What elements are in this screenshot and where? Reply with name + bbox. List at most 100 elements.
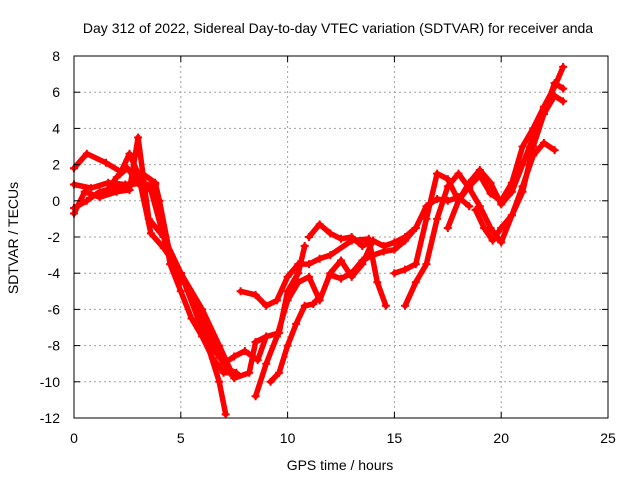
series-line-14 [445, 93, 566, 231]
data-point [102, 158, 111, 167]
data-point [390, 245, 399, 254]
data-point [411, 278, 420, 287]
data-point [497, 238, 506, 247]
data-point [433, 214, 442, 223]
data-point [230, 352, 239, 361]
data-point [475, 202, 484, 211]
data-point [507, 187, 516, 196]
data-series [70, 62, 568, 419]
data-point [304, 260, 313, 269]
data-point [304, 233, 313, 241]
data-point [283, 296, 292, 305]
data-point [401, 301, 410, 310]
data-point [529, 133, 538, 142]
data-point [155, 196, 164, 205]
data-point [518, 142, 527, 151]
data-point [262, 332, 271, 341]
data-point [144, 184, 153, 193]
data-point [210, 347, 219, 356]
data-point [326, 251, 335, 260]
data-point [294, 278, 303, 287]
data-point [518, 182, 527, 191]
data-point [347, 233, 356, 241]
data-point [215, 341, 224, 350]
x-tick-label: 15 [387, 430, 403, 446]
data-point [294, 260, 303, 269]
data-point [550, 79, 559, 88]
data-point [236, 287, 245, 296]
data-point [454, 196, 463, 205]
data-point [433, 194, 442, 203]
data-point [443, 182, 452, 191]
data-point [550, 146, 559, 155]
data-point [390, 269, 399, 278]
data-point [422, 214, 431, 223]
data-point [272, 296, 281, 305]
data-point [401, 265, 410, 274]
data-point [488, 236, 497, 245]
data-point [283, 341, 292, 350]
data-point [208, 354, 217, 363]
y-tick-label: 4 [52, 120, 60, 136]
data-point [292, 319, 301, 328]
data-point [539, 138, 548, 147]
data-point [198, 332, 207, 341]
y-tick-label: -12 [40, 410, 60, 426]
data-point [529, 151, 538, 160]
data-point [294, 269, 303, 278]
data-point [253, 356, 262, 365]
data-point [245, 368, 254, 377]
chart-title: Day 312 of 2022, Sidereal Day-to-day VTE… [83, 20, 593, 36]
y-tick-label: -8 [48, 338, 61, 354]
x-tick-label: 0 [70, 430, 78, 446]
data-point [176, 278, 185, 287]
data-point [471, 205, 480, 214]
data-point [87, 184, 96, 193]
data-point [144, 214, 153, 223]
data-point [326, 271, 335, 280]
data-point [225, 368, 234, 377]
grid [74, 56, 608, 418]
data-point [283, 272, 292, 281]
data-point [443, 223, 452, 232]
data-point [275, 368, 284, 377]
data-point [102, 187, 111, 196]
data-point [507, 211, 516, 220]
data-point [251, 337, 260, 346]
data-point [475, 166, 484, 175]
y-tick-label: -4 [48, 265, 61, 281]
data-point [251, 392, 260, 401]
data-point [146, 229, 155, 238]
data-point [116, 182, 125, 191]
data-point [134, 133, 143, 142]
data-point [251, 290, 260, 299]
y-tick-label: 8 [52, 48, 60, 64]
x-tick-label: 25 [600, 430, 616, 446]
data-point [480, 223, 489, 232]
data-point [240, 347, 249, 356]
data-point [373, 278, 382, 287]
series-line-7 [237, 236, 389, 309]
data-point [486, 178, 495, 187]
y-tick-label: -10 [40, 374, 60, 390]
x-tick-label: 5 [177, 430, 185, 446]
data-point [166, 251, 175, 260]
data-point [198, 305, 207, 314]
data-point [315, 220, 324, 229]
data-point [358, 242, 367, 251]
data-point [309, 299, 318, 308]
data-point [230, 374, 239, 383]
data-point [337, 274, 345, 283]
data-point [465, 202, 474, 211]
data-point [381, 301, 390, 310]
x-axis-label: GPS time / hours [287, 457, 394, 473]
y-tick-label: -6 [48, 301, 61, 317]
data-point [112, 173, 121, 182]
data-point [215, 377, 224, 386]
data-point [337, 234, 345, 243]
data-point [138, 169, 147, 178]
data-point [315, 254, 324, 263]
data-point [315, 292, 324, 301]
data-point [266, 377, 275, 386]
data-point [262, 301, 271, 310]
